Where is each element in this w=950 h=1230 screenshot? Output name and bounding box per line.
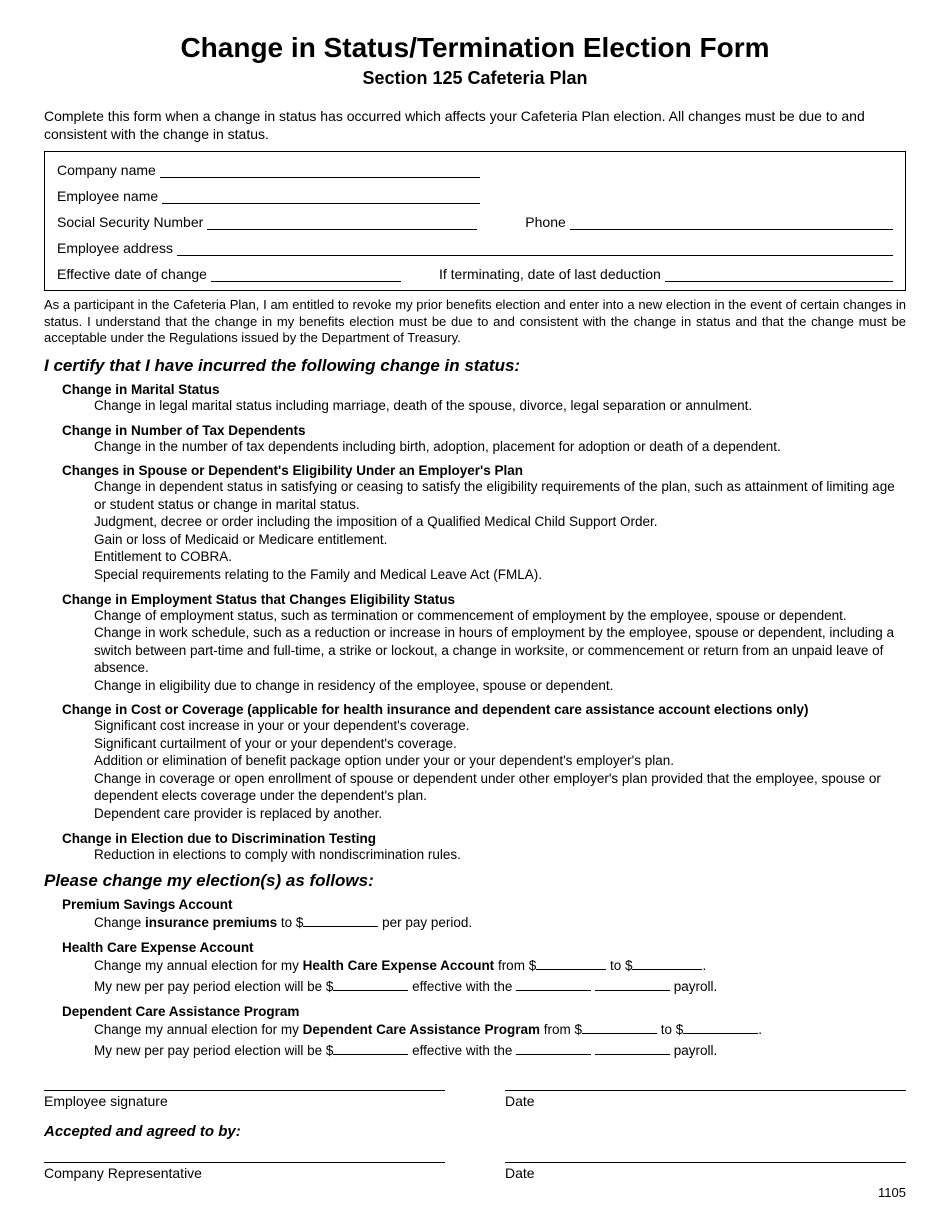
- health-l1-to: to $: [606, 958, 632, 973]
- dep-l1-prefix: Change my annual election for my: [94, 1022, 303, 1037]
- change-discrimination: Change in Election due to Discrimination…: [44, 831, 906, 864]
- phone-input[interactable]: [570, 215, 893, 230]
- dep-l2-prefix: My new per pay period election will be $: [94, 1043, 333, 1058]
- change-eligibility-line1: Change in dependent status in satisfying…: [94, 478, 906, 513]
- change-discrimination-title: Change in Election due to Discrimination…: [62, 831, 906, 846]
- dep-eff1-input[interactable]: [516, 1042, 591, 1055]
- health-period-input[interactable]: [333, 978, 408, 991]
- company-name-label: Company name: [57, 162, 156, 178]
- health-l1-mid: from $: [494, 958, 536, 973]
- page: Change in Status/Termination Election Fo…: [0, 0, 950, 1220]
- change-employment-line1: Change of employment status, such as ter…: [94, 607, 906, 625]
- phone-label: Phone: [525, 214, 565, 230]
- dep-l1-end: .: [758, 1022, 762, 1037]
- change-discrimination-body: Reduction in elections to comply with no…: [94, 846, 906, 864]
- company-name-input[interactable]: [160, 163, 480, 178]
- health-eff1-input[interactable]: [516, 978, 591, 991]
- health-l2-mid: effective with the: [408, 979, 516, 994]
- ssn-label: Social Security Number: [57, 214, 203, 230]
- dep-l1-mid: from $: [540, 1022, 582, 1037]
- elections-header: Please change my election(s) as follows:: [44, 871, 906, 891]
- change-marital-title: Change in Marital Status: [62, 382, 906, 397]
- dep-period-input[interactable]: [333, 1042, 408, 1055]
- election-health-title: Health Care Expense Account: [62, 940, 906, 955]
- accepted-label: Accepted and agreed to by:: [44, 1123, 906, 1140]
- change-employment-line2: Change in work schedule, such as a reduc…: [94, 624, 906, 677]
- ssn-input[interactable]: [207, 215, 477, 230]
- change-cost-title: Change in Cost or Coverage (applicable f…: [62, 702, 906, 717]
- dep-to-input[interactable]: [683, 1021, 758, 1034]
- change-dependents-body: Change in the number of tax dependents i…: [94, 438, 906, 456]
- footer-code: 1105: [44, 1185, 906, 1200]
- change-marital: Change in Marital Status Change in legal…: [44, 382, 906, 415]
- health-l1-prefix: Change my annual election for my: [94, 958, 303, 973]
- change-employment: Change in Employment Status that Changes…: [44, 592, 906, 695]
- employee-signature-row: Employee signature Date: [44, 1090, 906, 1109]
- health-l1-end: .: [702, 958, 706, 973]
- employee-signature-label[interactable]: Employee signature: [44, 1090, 445, 1109]
- health-from-input[interactable]: [536, 957, 606, 970]
- change-eligibility-line4: Entitlement to COBRA.: [94, 548, 906, 566]
- election-health: Health Care Expense Account Change my an…: [44, 940, 906, 998]
- effective-date-label: Effective date of change: [57, 266, 207, 282]
- dep-l1-to: to $: [657, 1022, 683, 1037]
- change-employment-line3: Change in eligibility due to change in r…: [94, 677, 906, 695]
- health-l2-prefix: My new per pay period election will be $: [94, 979, 333, 994]
- change-marital-body: Change in legal marital status including…: [94, 397, 906, 415]
- change-cost-line4: Change in coverage or open enrollment of…: [94, 770, 906, 805]
- premium-bold: insurance premiums: [145, 915, 277, 930]
- change-eligibility: Changes in Spouse or Dependent's Eligibi…: [44, 463, 906, 583]
- health-to-input[interactable]: [632, 957, 702, 970]
- rep-date-label[interactable]: Date: [505, 1162, 906, 1181]
- change-cost-line2: Significant curtailment of your or your …: [94, 735, 906, 753]
- dep-l2-mid: effective with the: [408, 1043, 516, 1058]
- change-cost-line5: Dependent care provider is replaced by a…: [94, 805, 906, 823]
- election-dependent: Dependent Care Assistance Program Change…: [44, 1004, 906, 1062]
- change-eligibility-title: Changes in Spouse or Dependent's Eligibi…: [62, 463, 906, 478]
- disclaimer-text: As a participant in the Cafeteria Plan, …: [44, 297, 906, 346]
- dep-l1-bold: Dependent Care Assistance Program: [303, 1022, 540, 1037]
- rep-signature-label[interactable]: Company Representative: [44, 1162, 445, 1181]
- terminate-date-input[interactable]: [665, 267, 893, 282]
- premium-prefix: Change: [94, 915, 145, 930]
- rep-signature-row: Company Representative Date: [44, 1162, 906, 1181]
- certify-header: I certify that I have incurred the follo…: [44, 356, 906, 376]
- change-cost: Change in Cost or Coverage (applicable f…: [44, 702, 906, 822]
- health-eff2-input[interactable]: [595, 978, 670, 991]
- change-dependents-title: Change in Number of Tax Dependents: [62, 423, 906, 438]
- dep-l2-end: payroll.: [670, 1043, 717, 1058]
- form-subtitle: Section 125 Cafeteria Plan: [44, 68, 906, 89]
- change-cost-line1: Significant cost increase in your or you…: [94, 717, 906, 735]
- premium-suffix: per pay period.: [378, 915, 472, 930]
- address-label: Employee address: [57, 240, 173, 256]
- intro-text: Complete this form when a change in stat…: [44, 107, 906, 143]
- dep-from-input[interactable]: [582, 1021, 657, 1034]
- health-l2-end: payroll.: [670, 979, 717, 994]
- election-premium: Premium Savings Account Change insurance…: [44, 897, 906, 934]
- premium-amount-input[interactable]: [303, 914, 378, 927]
- change-eligibility-line5: Special requirements relating to the Fam…: [94, 566, 906, 584]
- health-l1-bold: Health Care Expense Account: [303, 958, 495, 973]
- terminate-date-label: If terminating, date of last deduction: [439, 266, 661, 282]
- employee-name-label: Employee name: [57, 188, 158, 204]
- election-dependent-title: Dependent Care Assistance Program: [62, 1004, 906, 1019]
- change-dependents: Change in Number of Tax Dependents Chang…: [44, 423, 906, 456]
- change-eligibility-line2: Judgment, decree or order including the …: [94, 513, 906, 531]
- effective-date-input[interactable]: [211, 267, 401, 282]
- info-box: Company name Employee name Social Securi…: [44, 151, 906, 291]
- employee-name-input[interactable]: [162, 189, 480, 204]
- address-input[interactable]: [177, 241, 893, 256]
- change-employment-title: Change in Employment Status that Changes…: [62, 592, 906, 607]
- election-premium-title: Premium Savings Account: [62, 897, 906, 912]
- employee-date-label[interactable]: Date: [505, 1090, 906, 1109]
- dep-eff2-input[interactable]: [595, 1042, 670, 1055]
- change-cost-line3: Addition or elimination of benefit packa…: [94, 752, 906, 770]
- form-title: Change in Status/Termination Election Fo…: [44, 32, 906, 64]
- change-eligibility-line3: Gain or loss of Medicaid or Medicare ent…: [94, 531, 906, 549]
- premium-mid: to $: [277, 915, 303, 930]
